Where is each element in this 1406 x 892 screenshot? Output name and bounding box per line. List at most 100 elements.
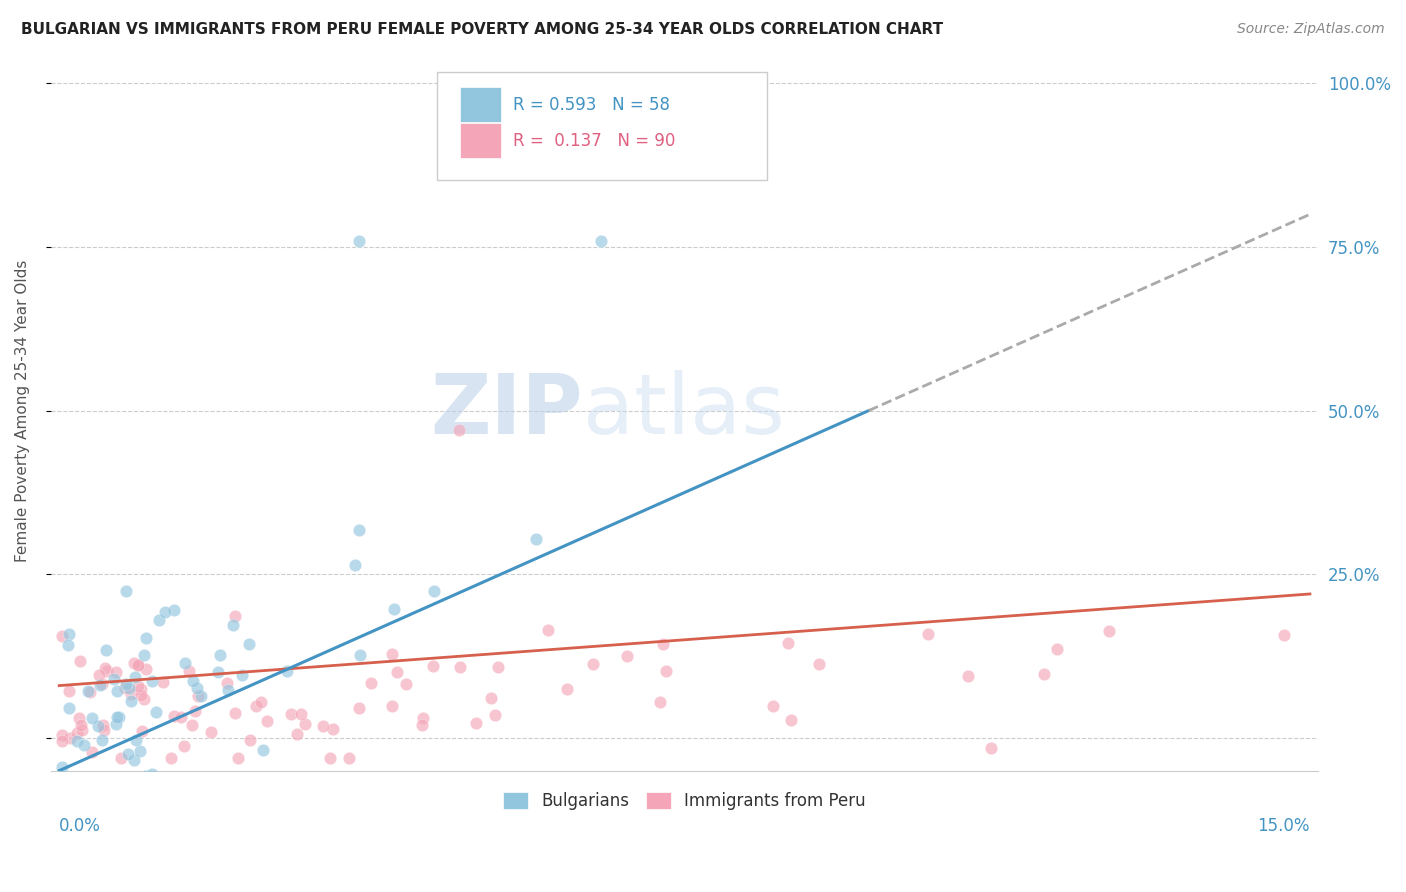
Point (163, 709, 186, 723)
Point (360, 676, 382, 690)
Point (382, 602, 405, 616)
Point (115, 676, 138, 690)
Point (652, 637, 675, 651)
Point (131, 688, 153, 702)
Point (58, 731, 80, 746)
Point (555, 682, 578, 697)
Point (90, 732, 112, 747)
FancyBboxPatch shape (437, 72, 766, 180)
Point (91, 676, 114, 690)
Point (917, 627, 939, 641)
Point (174, 656, 197, 670)
Point (486, 659, 509, 673)
Point (207, 665, 229, 680)
Point (58, 684, 80, 698)
Point (105, 710, 128, 724)
Point (761, 699, 783, 714)
Point (187, 689, 209, 703)
Point (141, 673, 163, 688)
Point (349, 648, 371, 662)
Point (449, 423, 471, 437)
Point (285, 727, 308, 741)
Point (648, 695, 671, 709)
Point (319, 750, 342, 764)
Point (347, 523, 370, 537)
Point (184, 704, 207, 718)
Text: BULGARIAN VS IMMIGRANTS FROM PERU FEMALE POVERTY AMONG 25-34 YEAR OLDS CORRELATI: BULGARIAN VS IMMIGRANTS FROM PERU FEMALE… (21, 22, 943, 37)
Point (239, 733, 262, 747)
Point (73, 738, 96, 752)
Point (89, 678, 111, 692)
Point (135, 631, 157, 645)
Point (1032, 666, 1054, 681)
Point (122, 656, 145, 670)
Point (381, 647, 404, 661)
Point (582, 657, 605, 671)
Point (141, 766, 163, 780)
Point (114, 583, 136, 598)
Point (381, 699, 404, 714)
Point (322, 722, 344, 736)
Point (312, 719, 335, 733)
Point (591, 234, 613, 248)
Point (412, 711, 434, 725)
Point (778, 635, 800, 649)
Point (226, 750, 249, 764)
Point (67, 710, 90, 724)
Point (654, 665, 676, 679)
Point (152, 675, 174, 690)
Text: ZIP: ZIP (430, 370, 583, 451)
Point (280, 706, 302, 721)
Point (124, 670, 146, 684)
Point (190, 689, 212, 703)
Point (200, 725, 222, 739)
Point (120, 687, 142, 701)
Point (134, 692, 156, 706)
Point (77, 780, 100, 795)
Point (108, 710, 131, 724)
Point (980, 741, 1002, 756)
Point (124, 754, 146, 768)
Point (387, 665, 409, 679)
Point (294, 716, 316, 731)
Point (173, 739, 195, 753)
Point (224, 706, 246, 720)
Point (290, 707, 312, 722)
Point (105, 716, 128, 731)
Point (120, 694, 142, 708)
Legend: Bulgarians, Immigrants from Peru: Bulgarians, Immigrants from Peru (496, 785, 873, 816)
Point (79, 685, 101, 699)
Point (66, 734, 89, 748)
Point (208, 648, 231, 663)
Point (96, 664, 118, 678)
Point (238, 637, 260, 651)
Point (180, 718, 202, 732)
Point (107, 684, 129, 698)
Point (51, 760, 73, 774)
Point (479, 691, 502, 706)
FancyBboxPatch shape (460, 123, 501, 158)
Point (1046, 642, 1069, 657)
Point (808, 657, 831, 671)
Point (103, 672, 125, 686)
Point (537, 623, 560, 637)
Text: 0.0%: 0.0% (59, 816, 101, 835)
Point (56, 638, 79, 652)
Point (91, 717, 114, 731)
Point (411, 717, 433, 731)
Point (117, 747, 139, 761)
Point (337, 750, 360, 764)
Point (160, 750, 183, 764)
Point (69, 655, 91, 669)
Point (148, 613, 170, 627)
Point (58, 626, 80, 640)
Point (89, 668, 111, 682)
Point (217, 682, 239, 697)
Point (129, 744, 152, 758)
Point (127, 658, 149, 673)
Point (231, 667, 253, 681)
Point (58, 700, 80, 714)
Point (70, 723, 93, 737)
Point (276, 664, 298, 678)
Text: R =  0.137   N = 90: R = 0.137 N = 90 (513, 132, 676, 150)
